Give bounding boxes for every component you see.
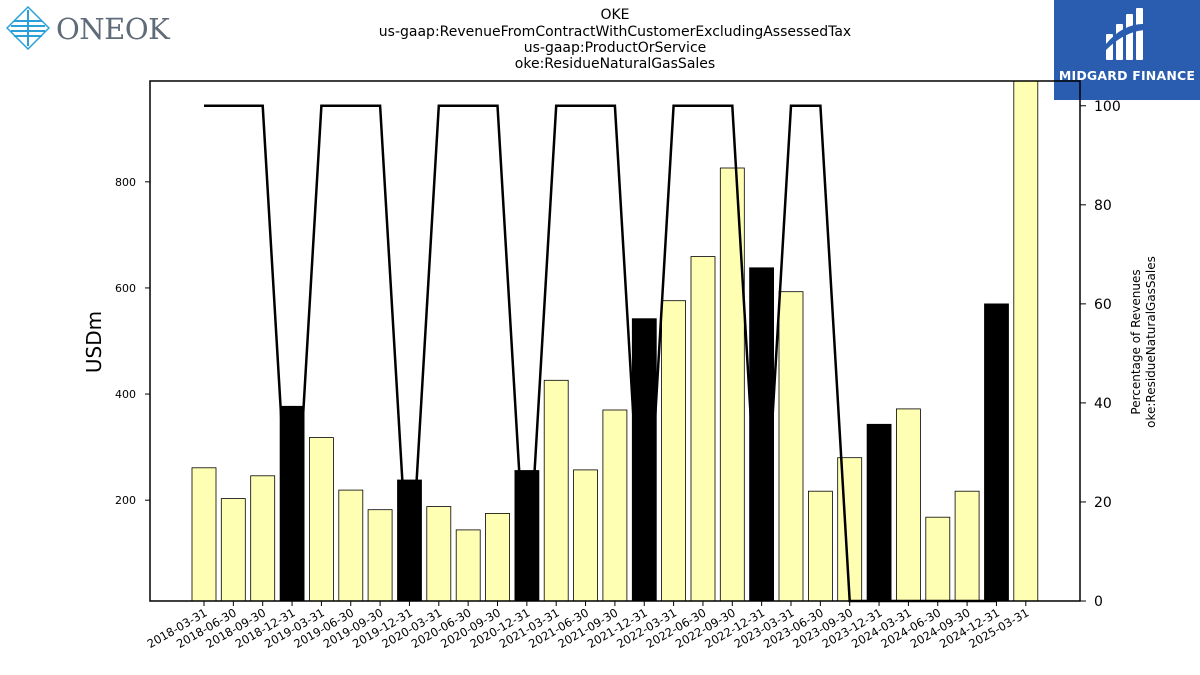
- y2-axis-label-line2: oke:ResidueNaturalGasSales: [1144, 256, 1158, 428]
- bar-2018-09-30: [250, 475, 276, 602]
- left-axis-ticks: 200 400 600 800: [115, 176, 150, 507]
- bar-2021-06-30: [573, 469, 598, 602]
- y-tick-label: 800: [115, 176, 136, 189]
- y-tick-label: 600: [115, 282, 136, 295]
- plot-frame: [149, 80, 1081, 602]
- oneok-logo: ONEOK: [5, 5, 170, 51]
- bar-2023-06-30: [808, 490, 833, 602]
- bar-2019-06-30: [338, 489, 364, 602]
- midgard-logo-icon: [1106, 8, 1148, 60]
- bar-2018-06-30: [220, 498, 246, 602]
- y2-tick-label: 60: [1094, 297, 1112, 313]
- right-axis-ticks: 0 20 40 60 80 100: [1080, 99, 1121, 610]
- x-axis-ticks: 2018-03-312018-06-302018-09-302018-12-31…: [145, 601, 1031, 651]
- bar-2024-03-31: [896, 408, 921, 602]
- chart-title-member: oke:ResidueNaturalGasSales: [514, 56, 716, 72]
- bar-2022-12-31: [749, 267, 774, 602]
- bar-2019-09-30: [367, 509, 393, 602]
- bar-2020-06-30: [455, 529, 481, 602]
- y-tick-label: 200: [115, 494, 136, 507]
- bar-2020-03-31: [426, 506, 452, 602]
- midgard-logo-text: MIDGARD FINANCE: [1058, 68, 1196, 83]
- oneok-logo-text: ONEOK: [56, 12, 170, 46]
- bar-2018-03-31: [191, 467, 217, 602]
- midgard-finance-logo: MIDGARD FINANCE: [1054, 0, 1200, 100]
- chart-title-concept: us-gaap:RevenueFromContractWithCustomerE…: [378, 24, 852, 40]
- bar-2021-03-31: [543, 379, 569, 602]
- bar-2023-03-31: [778, 291, 804, 602]
- bar-2025-03-31: [1013, 80, 1039, 602]
- y2-tick-label: 100: [1094, 99, 1121, 115]
- bar-2022-06-30: [690, 256, 716, 602]
- bar-2022-03-31: [661, 300, 686, 602]
- y2-tick-label: 80: [1094, 198, 1112, 214]
- y-tick-label: 400: [115, 388, 136, 401]
- bar-2024-06-30: [925, 516, 951, 602]
- bar-2020-12-31: [514, 470, 540, 602]
- bar-2024-09-30: [954, 490, 980, 602]
- chart-title-axis: us-gaap:ProductOrService: [523, 40, 707, 56]
- y2-axis-label-line1: Percentage of Revenues: [1129, 269, 1143, 414]
- diamond-logo-icon: [5, 5, 51, 51]
- y2-tick-label: 0: [1094, 594, 1103, 610]
- y-axis-label: USDm: [82, 311, 106, 373]
- y2-tick-label: 20: [1094, 495, 1112, 511]
- bar-2021-09-30: [602, 409, 628, 602]
- bar-2018-12-31: [279, 405, 305, 602]
- bar-2019-03-31: [308, 437, 334, 602]
- y2-tick-label: 40: [1094, 396, 1112, 412]
- bar-2024-12-31: [984, 303, 1009, 602]
- bar-2020-09-30: [485, 513, 510, 602]
- bar-2023-12-31: [866, 423, 892, 602]
- chart-title-ticker: OKE: [600, 7, 630, 23]
